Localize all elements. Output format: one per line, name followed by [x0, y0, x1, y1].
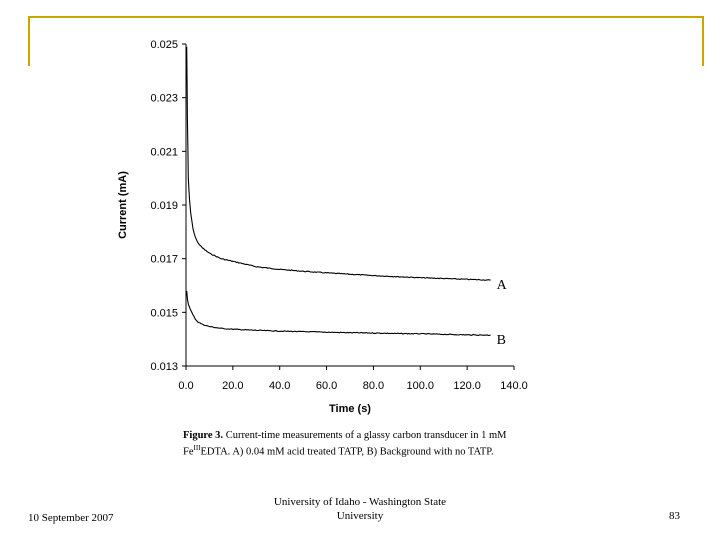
x-tick-label: 80.0 — [363, 380, 384, 392]
y-tick-label: 0.021 — [150, 146, 178, 158]
y-tick-label: 0.019 — [150, 200, 178, 212]
x-tick-label: 0.0 — [178, 380, 193, 392]
footer-date: 10 September 2007 — [28, 512, 114, 524]
y-tick-label: 0.025 — [150, 39, 178, 51]
x-tick-label: 60.0 — [316, 380, 337, 392]
x-tick-label: 40.0 — [269, 380, 290, 392]
x-tick-label: 100.0 — [407, 380, 435, 392]
caption-text-after: EDTA. A) 0.04 mM acid treated TATP, B) B… — [200, 446, 494, 458]
y-tick-label: 0.017 — [150, 254, 178, 266]
y-tick-label: 0.015 — [150, 307, 178, 319]
frame-left-line — [28, 16, 30, 66]
chart-series — [186, 46, 491, 336]
x-axis-title: Time (s) — [329, 403, 371, 415]
chart-axes — [185, 44, 514, 367]
chart-ticks: 0.013 0.015 0.017 0.019 0.021 0.023 0.025 0.0 20… — [150, 39, 527, 392]
frame-top-line — [28, 16, 704, 18]
caption-text: Current-time measurements of a glassy ca… — [183, 430, 507, 458]
x-tick-label: 120.0 — [453, 380, 481, 392]
series-line-a — [186, 46, 491, 281]
frame-right-line — [702, 16, 704, 66]
y-tick-label: 0.013 — [150, 361, 178, 373]
series-label-b: B — [497, 333, 506, 348]
caption-superscript: III — [193, 444, 201, 453]
caption-label: Figure 3. — [183, 430, 224, 441]
y-tick-label: 0.023 — [150, 93, 178, 105]
series-line-b — [186, 290, 491, 336]
figure-caption: Figure 3. Current-time measurements of a… — [183, 428, 543, 460]
chart-labels: Time (s) Current (mA) A B — [117, 171, 508, 415]
x-tick-label: 140.0 — [500, 380, 528, 392]
footer-institution-line1: University of Idaho - Washington State — [273, 496, 447, 508]
series-label-a: A — [497, 278, 508, 293]
y-axis-title: Current (mA) — [117, 171, 129, 239]
page-number: 83 — [669, 510, 680, 522]
x-tick-label: 20.0 — [222, 380, 243, 392]
footer-institution: University of Idaho - Washington State U… — [235, 495, 485, 524]
footer-institution-line2: University — [336, 510, 384, 523]
